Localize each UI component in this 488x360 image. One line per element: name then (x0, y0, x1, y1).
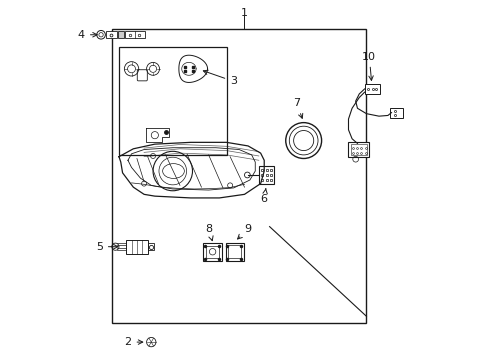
Bar (350, 144, 366, 155)
Bar (147, 243, 154, 250)
Bar (112, 30, 366, 323)
Bar (258, 166, 273, 184)
Bar (126, 240, 147, 253)
Bar (228, 245, 241, 258)
Text: 6: 6 (260, 189, 267, 204)
Bar (206, 246, 219, 258)
Bar (389, 108, 402, 118)
Text: 5: 5 (96, 242, 118, 252)
Bar (260, 166, 266, 176)
Text: 9: 9 (237, 224, 251, 239)
Bar (348, 142, 368, 157)
Bar (119, 47, 226, 155)
Text: 8: 8 (204, 224, 213, 240)
Text: 4: 4 (78, 30, 97, 40)
Bar (364, 84, 379, 94)
Text: 10: 10 (362, 51, 376, 80)
Text: 2: 2 (124, 337, 142, 347)
Text: 7: 7 (292, 98, 302, 118)
Bar (203, 243, 222, 261)
Text: 3: 3 (203, 70, 237, 86)
Bar (118, 31, 124, 39)
Text: 1: 1 (241, 8, 247, 18)
Bar (125, 31, 144, 39)
Bar (225, 243, 244, 261)
Bar (105, 31, 117, 39)
